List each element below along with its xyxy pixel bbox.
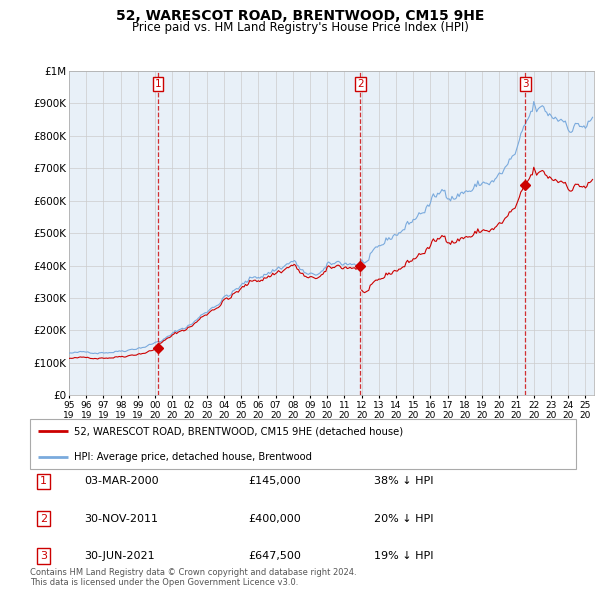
Text: 30-JUN-2021: 30-JUN-2021 (85, 551, 155, 560)
Text: 03-MAR-2000: 03-MAR-2000 (85, 477, 159, 486)
Text: 52, WARESCOT ROAD, BRENTWOOD, CM15 9HE (detached house): 52, WARESCOT ROAD, BRENTWOOD, CM15 9HE (… (74, 427, 403, 437)
Text: 38% ↓ HPI: 38% ↓ HPI (374, 477, 433, 486)
Text: 1: 1 (40, 477, 47, 486)
Text: 2: 2 (357, 79, 364, 89)
Text: £400,000: £400,000 (248, 514, 301, 523)
Text: 3: 3 (522, 79, 529, 89)
Text: 30-NOV-2011: 30-NOV-2011 (85, 514, 158, 523)
Text: HPI: Average price, detached house, Brentwood: HPI: Average price, detached house, Bren… (74, 451, 311, 461)
Text: 1: 1 (155, 79, 161, 89)
Text: 2: 2 (40, 514, 47, 523)
Text: 3: 3 (40, 551, 47, 560)
Text: £647,500: £647,500 (248, 551, 301, 560)
Text: 52, WARESCOT ROAD, BRENTWOOD, CM15 9HE: 52, WARESCOT ROAD, BRENTWOOD, CM15 9HE (116, 9, 484, 23)
FancyBboxPatch shape (30, 419, 576, 469)
Text: Price paid vs. HM Land Registry's House Price Index (HPI): Price paid vs. HM Land Registry's House … (131, 21, 469, 34)
Text: £145,000: £145,000 (248, 477, 301, 486)
Text: Contains HM Land Registry data © Crown copyright and database right 2024.
This d: Contains HM Land Registry data © Crown c… (30, 568, 356, 587)
Text: 19% ↓ HPI: 19% ↓ HPI (374, 551, 433, 560)
Text: 20% ↓ HPI: 20% ↓ HPI (374, 514, 433, 523)
